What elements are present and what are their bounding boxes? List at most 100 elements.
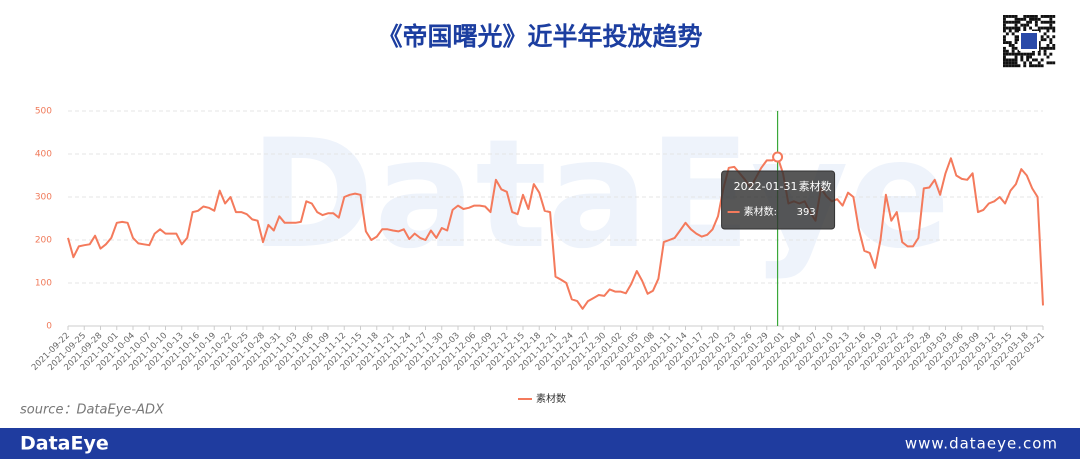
qr-cell xyxy=(1032,49,1035,53)
y-tick-label: 400 xyxy=(35,150,52,160)
qr-cell xyxy=(1003,52,1006,56)
qr-cell xyxy=(1023,52,1027,56)
y-tick-label: 300 xyxy=(35,193,52,203)
hover-point xyxy=(772,151,784,163)
qr-cell xyxy=(1052,29,1056,33)
qr-cell xyxy=(1049,46,1053,50)
qr-cell xyxy=(1014,55,1018,59)
qr-cell xyxy=(1043,38,1047,42)
qr-cell xyxy=(1014,38,1018,42)
qr-cell xyxy=(1020,52,1024,56)
qr-cell xyxy=(1008,26,1012,30)
qr-cell xyxy=(1029,17,1032,21)
qr-cell xyxy=(1029,64,1032,68)
qr-cell xyxy=(1026,15,1030,18)
qr-cell xyxy=(1034,17,1038,21)
qr-cell xyxy=(1011,20,1015,24)
qr-cell xyxy=(1049,15,1053,18)
qr-cell xyxy=(1014,52,1018,56)
qr-cell xyxy=(1014,58,1018,62)
qr-cell xyxy=(1037,44,1041,47)
footer-brand: DataEye xyxy=(20,433,109,455)
qr-cell xyxy=(1023,15,1027,18)
qr-cell xyxy=(1032,52,1035,56)
qr-cell xyxy=(1020,55,1024,59)
qr-cell xyxy=(1005,64,1009,68)
footer-url: www.dataeye.com xyxy=(905,435,1058,453)
qr-cell xyxy=(1043,46,1047,50)
qr-cell xyxy=(1037,17,1041,21)
qr-cell xyxy=(1040,38,1044,42)
qr-cell xyxy=(1011,64,1015,68)
qr-cell xyxy=(1026,23,1030,27)
qr-cell xyxy=(1003,15,1006,18)
qr-cell xyxy=(1005,61,1009,65)
qr-cell xyxy=(1037,64,1041,68)
y-tick-label: 200 xyxy=(35,236,52,246)
qr-cell xyxy=(1014,17,1018,21)
qr-cell xyxy=(1052,20,1056,24)
qr-cell xyxy=(1037,46,1041,50)
qr-cell xyxy=(1014,29,1018,33)
qr-cell xyxy=(1029,20,1032,24)
qr-cell xyxy=(1052,61,1056,65)
qr-cell xyxy=(1043,15,1047,18)
qr-cell xyxy=(1052,46,1056,50)
qr-logo xyxy=(1019,31,1039,51)
qr-cell xyxy=(1005,26,1009,30)
qr-cell xyxy=(1023,61,1027,65)
qr-cell xyxy=(1003,61,1006,65)
qr-cell xyxy=(1046,15,1050,18)
qr-cell xyxy=(1029,26,1032,30)
qr-cell xyxy=(1029,15,1032,18)
qr-cell xyxy=(1032,58,1035,62)
qr-cell xyxy=(1003,58,1006,62)
qr-cell xyxy=(1046,29,1050,33)
qr-cell xyxy=(1017,52,1021,56)
legend-label: 素材数 xyxy=(536,392,566,405)
qr-cell xyxy=(1046,20,1050,24)
qr-cell xyxy=(1014,26,1018,30)
qr-cell xyxy=(1023,17,1027,21)
qr-cell xyxy=(1052,35,1056,39)
qr-cell xyxy=(1032,29,1035,33)
qr-cell xyxy=(1011,26,1015,30)
qr-cell xyxy=(1052,44,1056,47)
qr-cell xyxy=(1049,26,1053,30)
tooltip-title: 2022-01-31 xyxy=(734,180,798,193)
qr-cell xyxy=(1049,52,1053,56)
line-series xyxy=(67,156,1044,310)
qr-cell xyxy=(1003,29,1006,33)
qr-cell xyxy=(1037,29,1041,33)
qr-cell xyxy=(1017,49,1021,53)
qr-cell xyxy=(1008,20,1012,24)
qr-cell xyxy=(1029,52,1032,56)
qr-cell xyxy=(1017,64,1021,68)
qr-cell xyxy=(1008,15,1012,18)
qr-cell xyxy=(1037,26,1041,30)
qr-cell xyxy=(1034,29,1038,33)
qr-cell xyxy=(1026,58,1030,62)
qr-cell xyxy=(1034,15,1038,18)
tooltip-label-suffix: : xyxy=(774,207,777,218)
qr-cell xyxy=(1017,20,1021,24)
qr-cell xyxy=(1034,23,1038,27)
qr-cell xyxy=(1049,20,1053,24)
qr-cell xyxy=(1011,58,1015,62)
qr-cell xyxy=(1020,17,1024,21)
qr-cell xyxy=(1014,46,1018,50)
tooltip-label: 素材数: xyxy=(744,205,777,218)
watermark: DataEye xyxy=(250,108,951,282)
qr-cell xyxy=(1052,26,1056,30)
tooltip-box xyxy=(721,170,836,230)
qr-cell xyxy=(1049,61,1053,65)
qr-cell xyxy=(1014,64,1018,68)
qr-cell xyxy=(1029,61,1032,65)
qr-cell xyxy=(1008,52,1012,56)
qr-cell xyxy=(1046,44,1050,47)
title: 《帝国曙光》近半年投放趋势 xyxy=(377,22,702,51)
qr-cell xyxy=(1003,35,1006,39)
qr-cell xyxy=(1014,35,1018,39)
qr-cell xyxy=(1046,35,1050,39)
